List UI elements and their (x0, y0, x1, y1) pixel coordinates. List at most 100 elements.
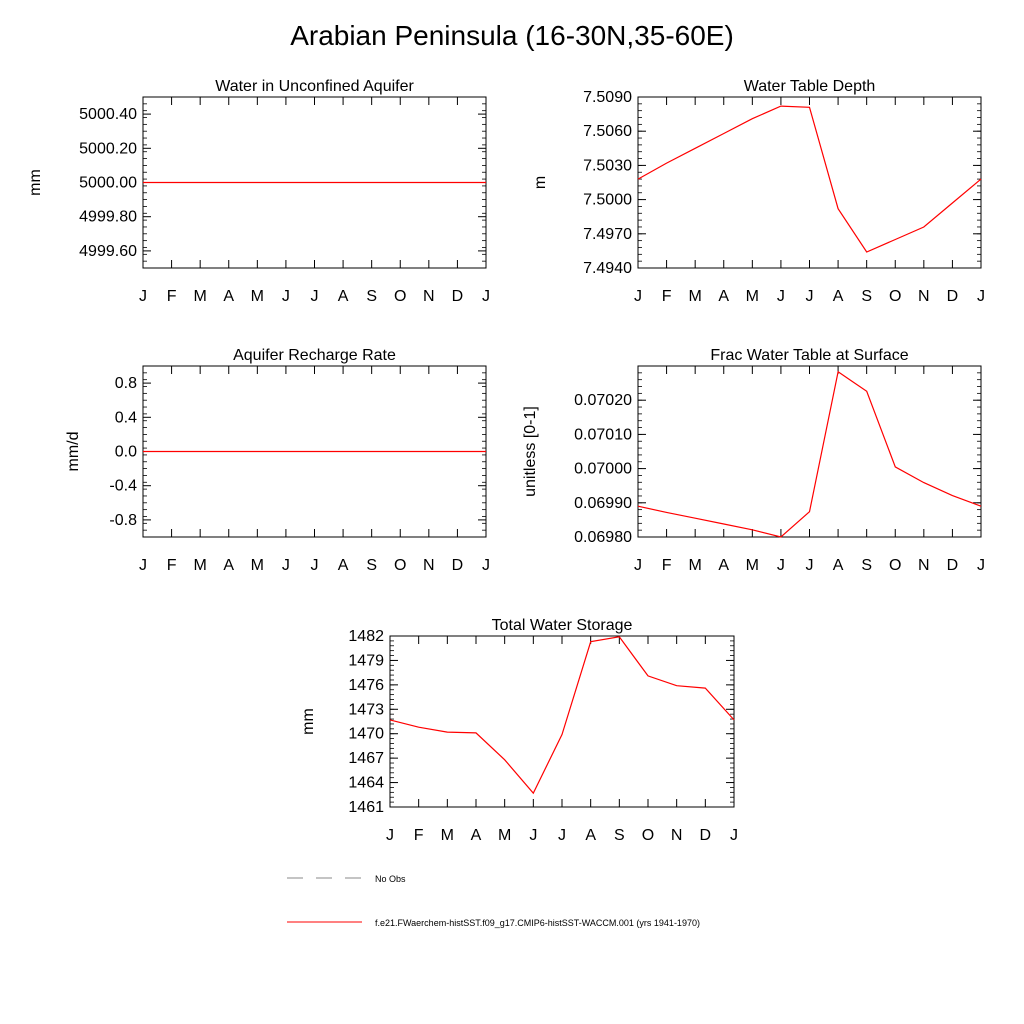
x-tick-label: O (394, 557, 406, 574)
x-tick-label: J (311, 288, 319, 305)
x-tick-label: J (806, 288, 814, 305)
x-tick-label: J (311, 557, 319, 574)
x-tick-label: J (777, 288, 785, 305)
x-tick-label: J (282, 288, 290, 305)
legend-label: f.e21.FWaerchem-histSST.f09_g17.CMIP6-hi… (375, 918, 700, 928)
x-tick-label: N (423, 288, 435, 305)
x-tick-label: A (718, 557, 729, 574)
y-axis-label: mm (300, 708, 317, 735)
x-tick-label: A (833, 557, 844, 574)
x-tick-label: M (251, 557, 264, 574)
x-tick-label: M (194, 288, 207, 305)
x-tick-label: F (662, 288, 672, 305)
x-tick-label: F (414, 827, 424, 844)
y-tick-label: 1473 (348, 701, 384, 718)
x-tick-label: M (746, 557, 759, 574)
y-axis-label: mm (27, 169, 44, 196)
x-tick-label: F (167, 557, 177, 574)
x-tick-label: A (585, 827, 596, 844)
y-tick-label: 4999.80 (79, 209, 137, 226)
y-tick-label: 0.06980 (574, 529, 632, 546)
y-tick-label: 1461 (348, 799, 384, 816)
panel-frac-water-table-at-surface: Frac Water Table at Surface unitless [0-1… (522, 347, 985, 574)
x-tick-label: J (806, 557, 814, 574)
x-tick-label: J (282, 557, 290, 574)
panel-title: Frac Water Table at Surface (710, 347, 908, 364)
y-axis-label: m (532, 176, 549, 189)
x-tick-label: D (947, 288, 959, 305)
y-tick-label: 5000.20 (79, 140, 137, 157)
y-tick-label: 0.07010 (574, 426, 632, 443)
x-tick-label: J (977, 557, 985, 574)
x-tick-label: M (689, 288, 702, 305)
x-tick-label: F (662, 557, 672, 574)
y-tick-label: 1470 (348, 726, 384, 743)
x-tick-label: J (558, 827, 566, 844)
y-tick-label: 7.5000 (583, 192, 632, 209)
legend: No Obs f.e21.FWaerchem-histSST.f09_g17.CM… (287, 874, 700, 928)
legend-label: No Obs (375, 874, 406, 884)
y-tick-label: 1479 (348, 652, 384, 669)
panel-title: Total Water Storage (492, 617, 633, 634)
y-tick-label: 0.06990 (574, 495, 632, 512)
x-tick-label: J (529, 827, 537, 844)
x-tick-label: S (366, 557, 377, 574)
x-tick-label: A (223, 288, 234, 305)
y-tick-label: 0.07020 (574, 392, 632, 409)
x-tick-label: D (452, 557, 464, 574)
y-axis-label: unitless [0-1] (522, 406, 539, 497)
y-tick-label: 1476 (348, 677, 384, 694)
series-line (389, 636, 735, 795)
y-tick-label: 0.07000 (574, 461, 632, 478)
x-tick-label: A (471, 827, 482, 844)
series-line (637, 370, 982, 538)
panel-title: Aquifer Recharge Rate (233, 347, 396, 364)
x-tick-label: N (918, 557, 930, 574)
y-tick-label: 1482 (348, 628, 384, 645)
x-tick-label: J (482, 288, 490, 305)
x-tick-label: D (947, 557, 959, 574)
x-tick-label: J (777, 557, 785, 574)
x-tick-label: A (833, 288, 844, 305)
x-tick-label: N (423, 557, 435, 574)
x-tick-label: J (482, 557, 490, 574)
y-tick-label: 7.4940 (583, 260, 632, 277)
x-tick-label: N (671, 827, 683, 844)
panel-title: Water in Unconfined Aquifer (215, 78, 414, 95)
panel-title: Water Table Depth (744, 78, 876, 95)
series-line (637, 105, 982, 253)
y-tick-label: 7.5030 (583, 157, 632, 174)
y-tick-label: 7.5060 (583, 123, 632, 140)
x-tick-label: M (746, 288, 759, 305)
x-tick-label: S (366, 288, 377, 305)
plot-frame (637, 96, 982, 269)
x-tick-label: O (889, 557, 901, 574)
x-tick-label: M (251, 288, 264, 305)
x-tick-label: O (889, 288, 901, 305)
y-tick-label: 0.4 (115, 409, 137, 426)
y-tick-label: 7.4970 (583, 226, 632, 243)
x-tick-label: A (338, 288, 349, 305)
y-tick-label: 4999.60 (79, 243, 137, 260)
x-tick-label: S (861, 288, 872, 305)
plot-frame (389, 635, 735, 808)
x-tick-label: M (689, 557, 702, 574)
x-tick-label: M (194, 557, 207, 574)
x-tick-label: M (441, 827, 454, 844)
y-tick-label: 0.0 (115, 444, 137, 461)
y-axis-label: mm/d (65, 432, 82, 472)
x-tick-label: A (223, 557, 234, 574)
y-tick-label: -0.8 (109, 512, 137, 529)
y-tick-label: 7.5090 (583, 89, 632, 106)
x-tick-label: J (139, 288, 147, 305)
y-tick-label: 1464 (348, 775, 384, 792)
x-tick-label: J (634, 288, 642, 305)
x-tick-label: J (730, 827, 738, 844)
x-tick-label: A (718, 288, 729, 305)
x-tick-label: S (861, 557, 872, 574)
